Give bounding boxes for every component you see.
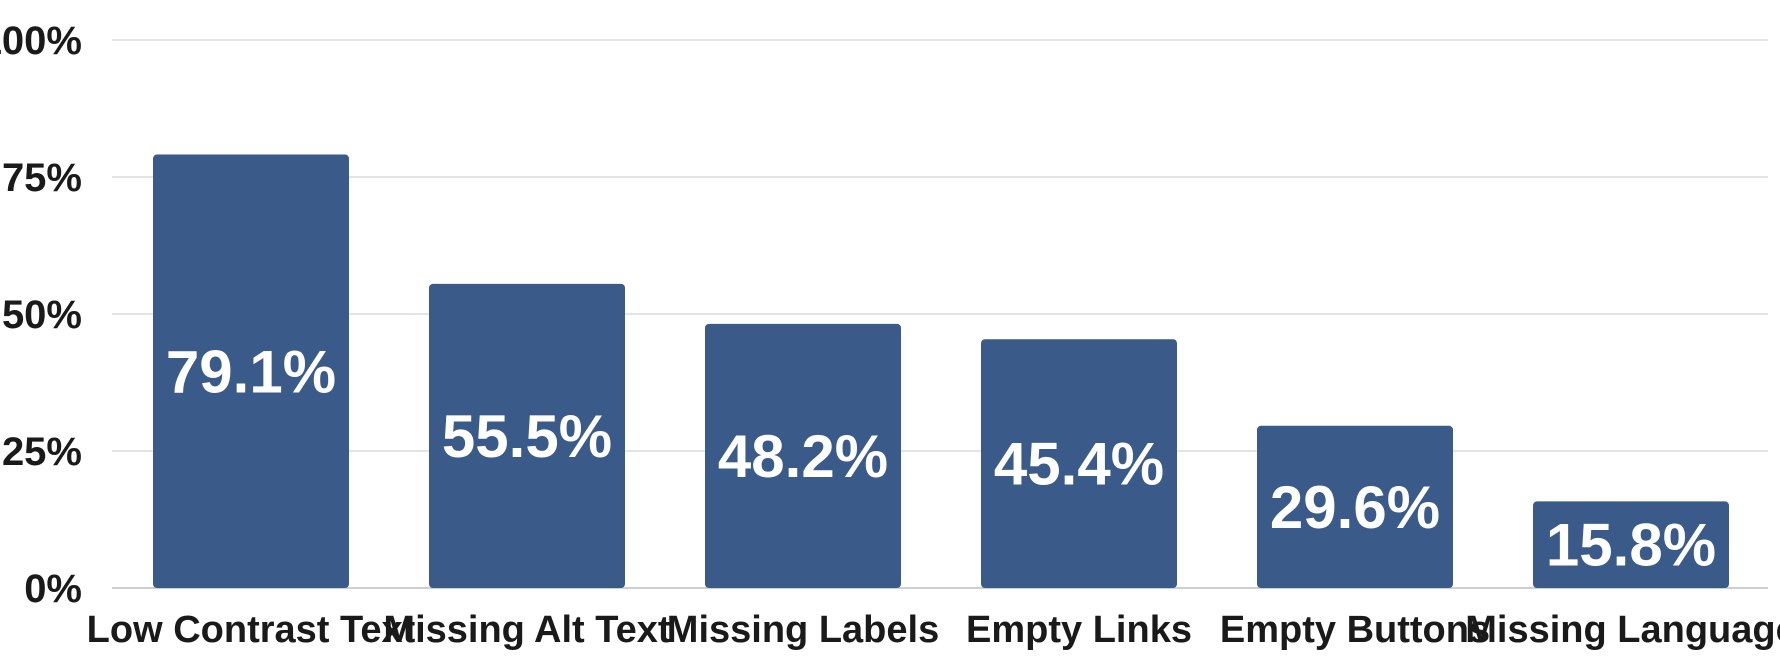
category-label: Empty Links bbox=[966, 609, 1192, 651]
bar-value-label: 15.8% bbox=[1546, 512, 1716, 579]
bar-value-label: 79.1% bbox=[166, 338, 336, 405]
y-axis-ticks: 0% 25% 50% 75% 100% bbox=[0, 19, 82, 611]
category-label: Empty Buttons bbox=[1220, 609, 1490, 651]
bar-value-label: 29.6% bbox=[1270, 474, 1440, 541]
bar bbox=[1533, 501, 1729, 588]
category-label: Missing Language bbox=[1465, 609, 1780, 651]
bar-value-label: 45.4% bbox=[994, 431, 1164, 498]
y-tick-label: 0% bbox=[24, 567, 82, 611]
y-tick-label: 75% bbox=[2, 156, 82, 200]
bar-value-label: 48.2% bbox=[718, 423, 888, 490]
bar bbox=[153, 154, 349, 589]
bar-value-label: 55.5% bbox=[442, 403, 612, 470]
category-label: Low Contrast Text bbox=[87, 609, 416, 651]
category-label: Missing Labels bbox=[667, 609, 939, 651]
bars bbox=[153, 154, 1729, 589]
bar bbox=[705, 323, 901, 588]
gridlines bbox=[112, 39, 1768, 589]
value-labels: 79.1% 55.5% 48.2% 45.4% 29.6% 15.8% bbox=[166, 338, 1716, 578]
category-label: Missing Alt Text bbox=[383, 609, 670, 651]
bar bbox=[981, 339, 1177, 588]
bar bbox=[429, 283, 625, 588]
y-tick-label: 50% bbox=[2, 293, 82, 337]
bar bbox=[1257, 425, 1453, 588]
y-tick-label: 100% bbox=[0, 19, 82, 63]
y-tick-label: 25% bbox=[2, 430, 82, 474]
